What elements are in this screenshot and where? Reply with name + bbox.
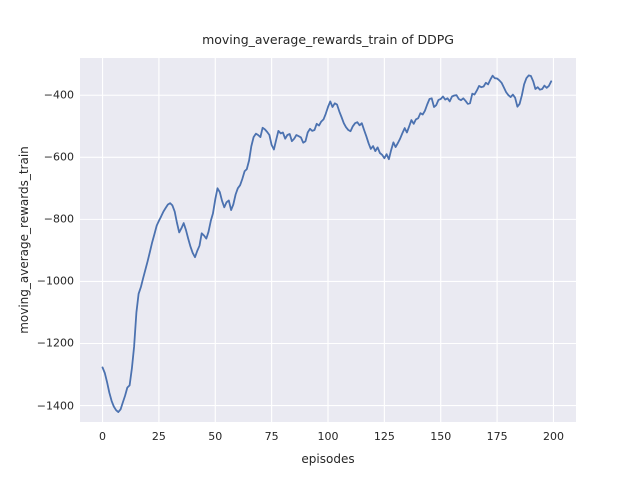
y-tick-label: −800: [43, 212, 74, 226]
x-tick-label: 75: [264, 430, 279, 443]
x-tick-label: 0: [99, 430, 107, 443]
chart-title: moving_average_rewards_train of DDPG: [202, 32, 454, 47]
x-axis-label: episodes: [301, 452, 355, 466]
plot-area: [80, 58, 576, 422]
x-tick-label: 100: [317, 430, 339, 443]
y-tick-label: −1200: [36, 336, 74, 350]
x-tick-label: 150: [430, 430, 452, 443]
plot-canvas: [80, 58, 576, 422]
x-tick-label: 175: [486, 430, 508, 443]
y-tick-label: −600: [43, 150, 74, 164]
x-tick-label: 25: [151, 430, 166, 443]
y-tick-label: −1000: [36, 274, 74, 288]
x-tick-label: 125: [373, 430, 395, 443]
x-tick-label: 50: [208, 430, 223, 443]
y-axis-label: moving_average_rewards_train: [17, 146, 31, 334]
y-tick-label: −1400: [36, 399, 74, 413]
y-tick-label: −400: [43, 88, 74, 102]
series-line: [101, 74, 553, 414]
x-tick-label: 200: [542, 430, 564, 443]
